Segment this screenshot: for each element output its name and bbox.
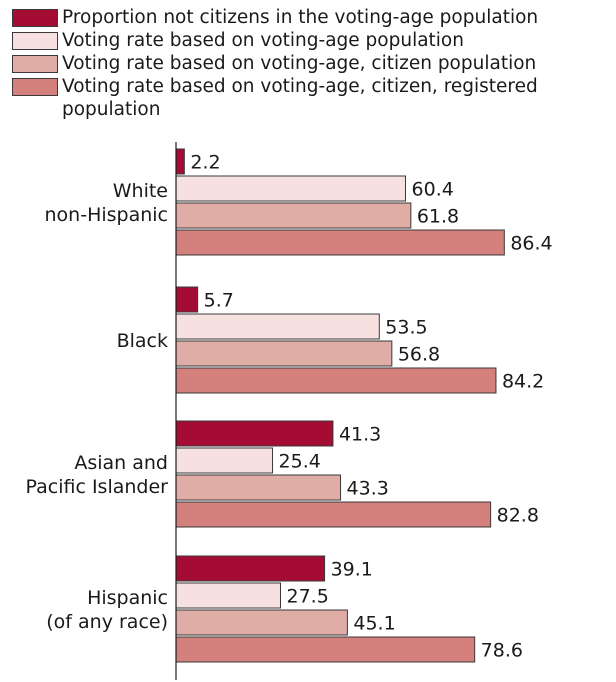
bar xyxy=(175,148,185,175)
legend-label: Voting rate based on voting-age, citizen… xyxy=(62,53,537,74)
data-label: 78.6 xyxy=(481,640,523,662)
data-label: 56.8 xyxy=(398,344,440,366)
bar xyxy=(175,340,393,367)
data-label: 2.2 xyxy=(190,152,220,174)
legend-swatch xyxy=(12,55,58,73)
category-label: non-Hispanic xyxy=(45,204,169,226)
bar xyxy=(175,447,274,474)
bar xyxy=(175,420,334,447)
bar xyxy=(175,202,412,229)
category-label: Pacific Islander xyxy=(26,476,169,498)
bar xyxy=(175,286,199,313)
bar xyxy=(175,313,380,340)
legend-label: Voting rate based on voting-age populati… xyxy=(62,30,464,51)
legend: Proportion not citizens in the voting-ag… xyxy=(12,6,608,121)
bar xyxy=(175,501,492,528)
legend-swatch xyxy=(12,78,58,96)
category-label: (of any race) xyxy=(46,611,168,633)
legend-label: Voting rate based on voting-age, citizen… xyxy=(62,76,538,120)
category-label: Black xyxy=(117,330,168,352)
data-label: 61.8 xyxy=(417,206,459,228)
data-label: 27.5 xyxy=(287,586,329,608)
bar xyxy=(175,582,281,609)
legend-item-voting-age: Voting rate based on voting-age populati… xyxy=(12,29,608,52)
data-label: 45.1 xyxy=(353,613,395,635)
category-label: White xyxy=(113,180,168,202)
bar xyxy=(175,474,342,501)
category-label: Hispanic xyxy=(87,587,168,609)
bar xyxy=(175,555,326,582)
data-label: 41.3 xyxy=(339,424,381,446)
legend-item-citizen: Voting rate based on voting-age, citizen… xyxy=(12,52,608,75)
data-label: 5.7 xyxy=(204,290,234,312)
legend-label: Proportion not citizens in the voting-ag… xyxy=(62,7,539,28)
data-label: 86.4 xyxy=(510,233,552,255)
bar xyxy=(175,229,505,256)
data-label: 84.2 xyxy=(502,371,544,393)
legend-item-registered: Voting rate based on voting-age, citizen… xyxy=(12,75,608,121)
bar xyxy=(175,636,476,663)
legend-swatch xyxy=(12,9,58,27)
bar xyxy=(175,609,348,636)
data-label: 60.4 xyxy=(412,179,454,201)
legend-item-not-citizens: Proportion not citizens in the voting-ag… xyxy=(12,6,608,29)
category-label: Asian and xyxy=(74,452,168,474)
bar xyxy=(175,367,497,394)
data-label: 82.8 xyxy=(497,505,539,527)
legend-swatch xyxy=(12,32,58,50)
bar xyxy=(175,175,407,202)
data-label: 53.5 xyxy=(385,317,427,339)
data-label: 39.1 xyxy=(331,559,373,581)
data-label: 25.4 xyxy=(279,451,321,473)
data-label: 43.3 xyxy=(347,478,389,500)
